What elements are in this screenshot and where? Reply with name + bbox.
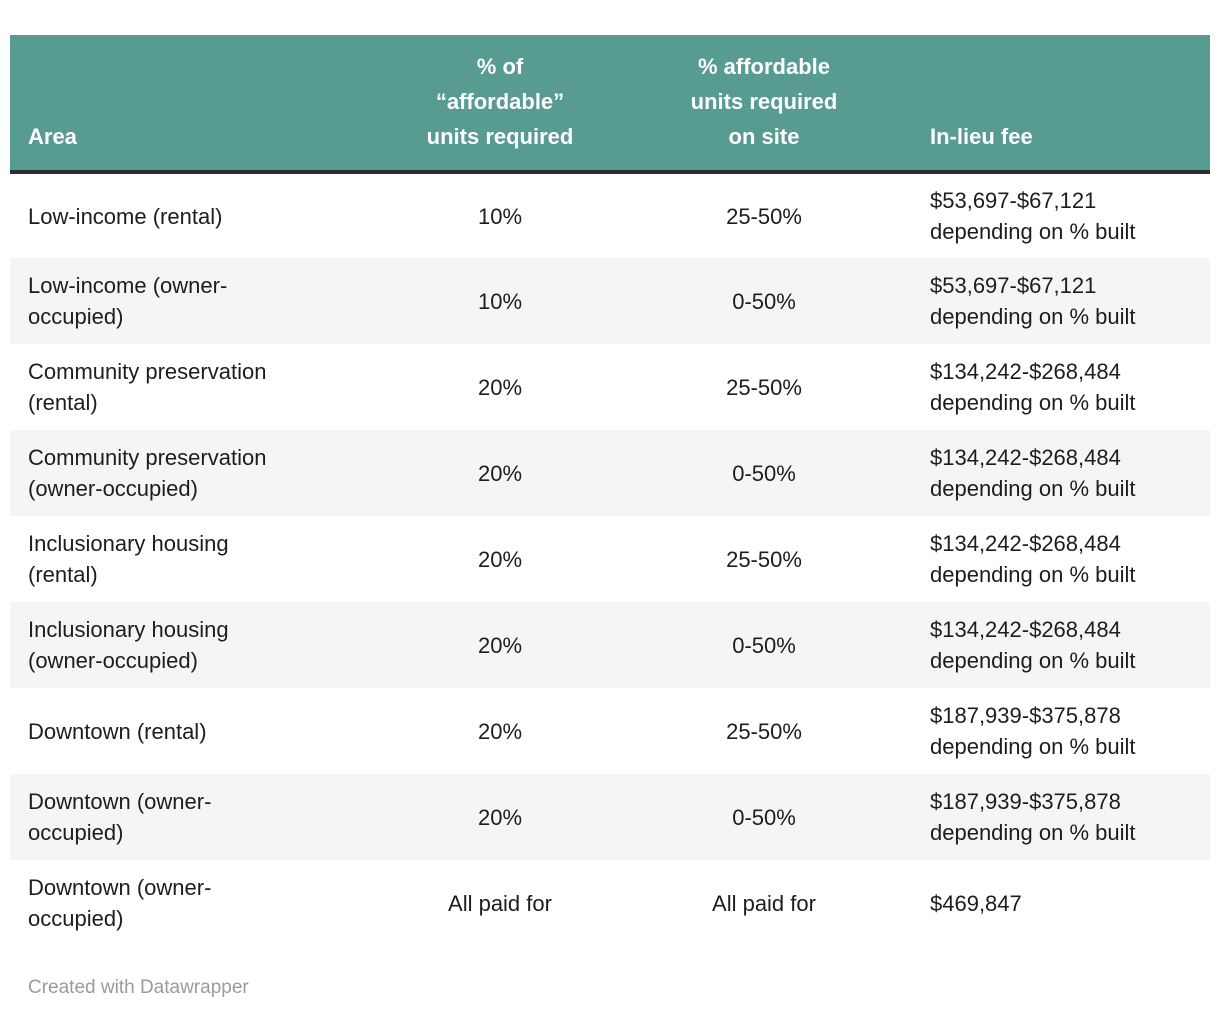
cell-pct-on-site: 0-50% xyxy=(622,258,906,344)
cell-area: Inclusionary housing (rental) xyxy=(28,531,229,587)
column-header-pct-on-site: % affordable units required on site xyxy=(622,35,906,174)
cell-pct-on-site: 0-50% xyxy=(622,774,906,860)
cell-in-lieu-fee: $53,697-$67,121 depending on % built xyxy=(930,188,1136,244)
cell-pct-on-site: 25-50% xyxy=(726,203,802,229)
column-header-area: Area xyxy=(10,35,378,174)
cell-in-lieu-fee: $187,939-$375,878 depending on % built xyxy=(930,703,1136,759)
cell-pct-required: 20% xyxy=(378,602,622,688)
cell-area: Downtown (owner- occupied) xyxy=(28,875,212,931)
column-header-pct-affordable-required: % of “affordable” units required xyxy=(378,35,622,174)
cell-pct-required: 20% xyxy=(477,546,523,572)
table-row: Community preservation (owner-occupied) … xyxy=(10,430,1210,516)
header-label-line: % affordable xyxy=(697,54,831,79)
cell-pct-required: 20% xyxy=(477,718,523,744)
cell-in-lieu-fee: $187,939-$375,878 depending on % built xyxy=(906,774,1210,860)
table-row: Community preservation (rental) 20% 25-5… xyxy=(10,344,1210,430)
header-label: In-lieu fee xyxy=(930,124,1033,149)
header-label-line: on site xyxy=(728,124,800,149)
cell-pct-required: 20% xyxy=(378,774,622,860)
cell-in-lieu-fee: $134,242-$268,484 depending on % built xyxy=(906,602,1210,688)
datawrapper-credit-link[interactable]: Created with Datawrapper xyxy=(28,977,249,998)
table-row: Downtown (rental) 20% 25-50% $187,939-$3… xyxy=(10,688,1210,774)
table-row: Inclusionary housing (owner-occupied) 20… xyxy=(10,602,1210,688)
header-label-line: “affordable” xyxy=(435,89,565,114)
cell-pct-on-site: 25-50% xyxy=(726,718,802,744)
table-row: Low-income (rental) 10% 25-50% $53,697-$… xyxy=(10,172,1210,258)
header-label-line: units required xyxy=(690,89,838,114)
cell-in-lieu-fee: $134,242-$268,484 depending on % built xyxy=(930,359,1136,415)
cell-pct-required: 10% xyxy=(378,258,622,344)
cell-area: Community preservation (rental) xyxy=(28,359,267,415)
table-row: Downtown (owner- occupied) All paid for … xyxy=(10,860,1210,946)
cell-pct-on-site: All paid for xyxy=(712,890,816,916)
table-row: Downtown (owner- occupied) 20% 0-50% $18… xyxy=(10,774,1210,860)
cell-pct-required: 10% xyxy=(477,203,523,229)
cell-in-lieu-fee: $53,697-$67,121 depending on % built xyxy=(906,258,1210,344)
fee-table: Area % of “affordable” units required % … xyxy=(10,35,1210,946)
cell-area: Downtown (rental) xyxy=(28,718,207,744)
cell-in-lieu-fee: $134,242-$268,484 depending on % built xyxy=(930,531,1136,587)
cell-pct-on-site: 0-50% xyxy=(622,430,906,516)
cell-area: Low-income (owner- occupied) xyxy=(10,258,378,344)
table-row: Low-income (owner- occupied) 10% 0-50% $… xyxy=(10,258,1210,344)
cell-in-lieu-fee: $469,847 xyxy=(930,890,1022,916)
cell-pct-on-site: 25-50% xyxy=(726,546,802,572)
cell-area: Community preservation (owner-occupied) xyxy=(10,430,378,516)
header-row: Area % of “affordable” units required % … xyxy=(10,35,1210,174)
cell-area: Low-income (rental) xyxy=(28,203,223,229)
table-row: Inclusionary housing (rental) 20% 25-50%… xyxy=(10,516,1210,602)
column-header-in-lieu-fee: In-lieu fee xyxy=(906,35,1210,174)
cell-pct-on-site: 25-50% xyxy=(726,374,802,400)
cell-area: Inclusionary housing (owner-occupied) xyxy=(10,602,378,688)
header-label-line: units required xyxy=(426,124,574,149)
cell-pct-required: 20% xyxy=(378,430,622,516)
cell-pct-required: 20% xyxy=(477,374,523,400)
header-label-line: % of xyxy=(476,54,524,79)
cell-pct-required: All paid for xyxy=(448,890,552,916)
header-label: Area xyxy=(28,124,77,149)
cell-in-lieu-fee: $134,242-$268,484 depending on % built xyxy=(906,430,1210,516)
cell-pct-on-site: 0-50% xyxy=(622,602,906,688)
cell-area: Downtown (owner- occupied) xyxy=(10,774,378,860)
